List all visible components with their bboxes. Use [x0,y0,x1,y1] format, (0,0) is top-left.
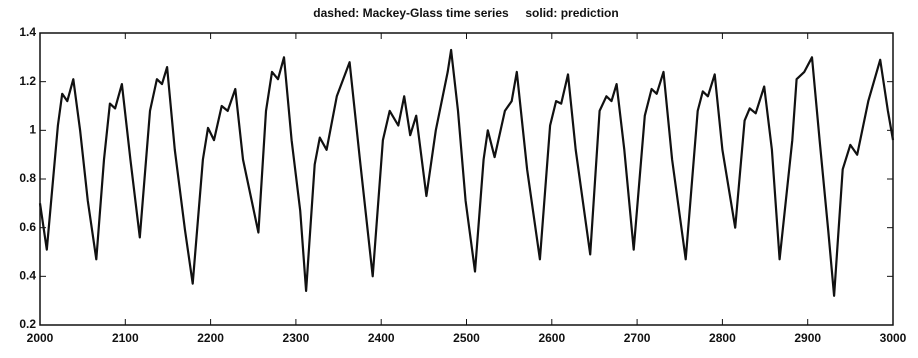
x-tick-label: 2600 [538,331,565,345]
y-tick-label: 1 [29,123,36,137]
x-tick-label: 2200 [197,331,224,345]
x-tick-label: 2100 [112,331,139,345]
y-tick-label: 1.4 [19,25,36,39]
x-tick-label: 2400 [368,331,395,345]
chart-title: dashed: Mackey-Glass time series solid: … [313,6,618,20]
y-tick-label: 1.2 [19,74,36,88]
series-line [38,48,895,297]
y-tick-label: 0.4 [19,269,36,283]
x-tick-label: 2000 [27,331,54,345]
x-tick-label: 2500 [453,331,480,345]
x-tick-label: 2700 [624,331,651,345]
y-tick-label: 0.6 [19,220,36,234]
x-tick-label: 2800 [709,331,736,345]
x-tick-label: 3000 [880,331,907,345]
x-tick-label: 2900 [794,331,821,345]
x-tick-label: 2300 [283,331,310,345]
y-tick-label: 0.8 [19,171,36,185]
y-tick-label: 0.2 [19,317,36,331]
